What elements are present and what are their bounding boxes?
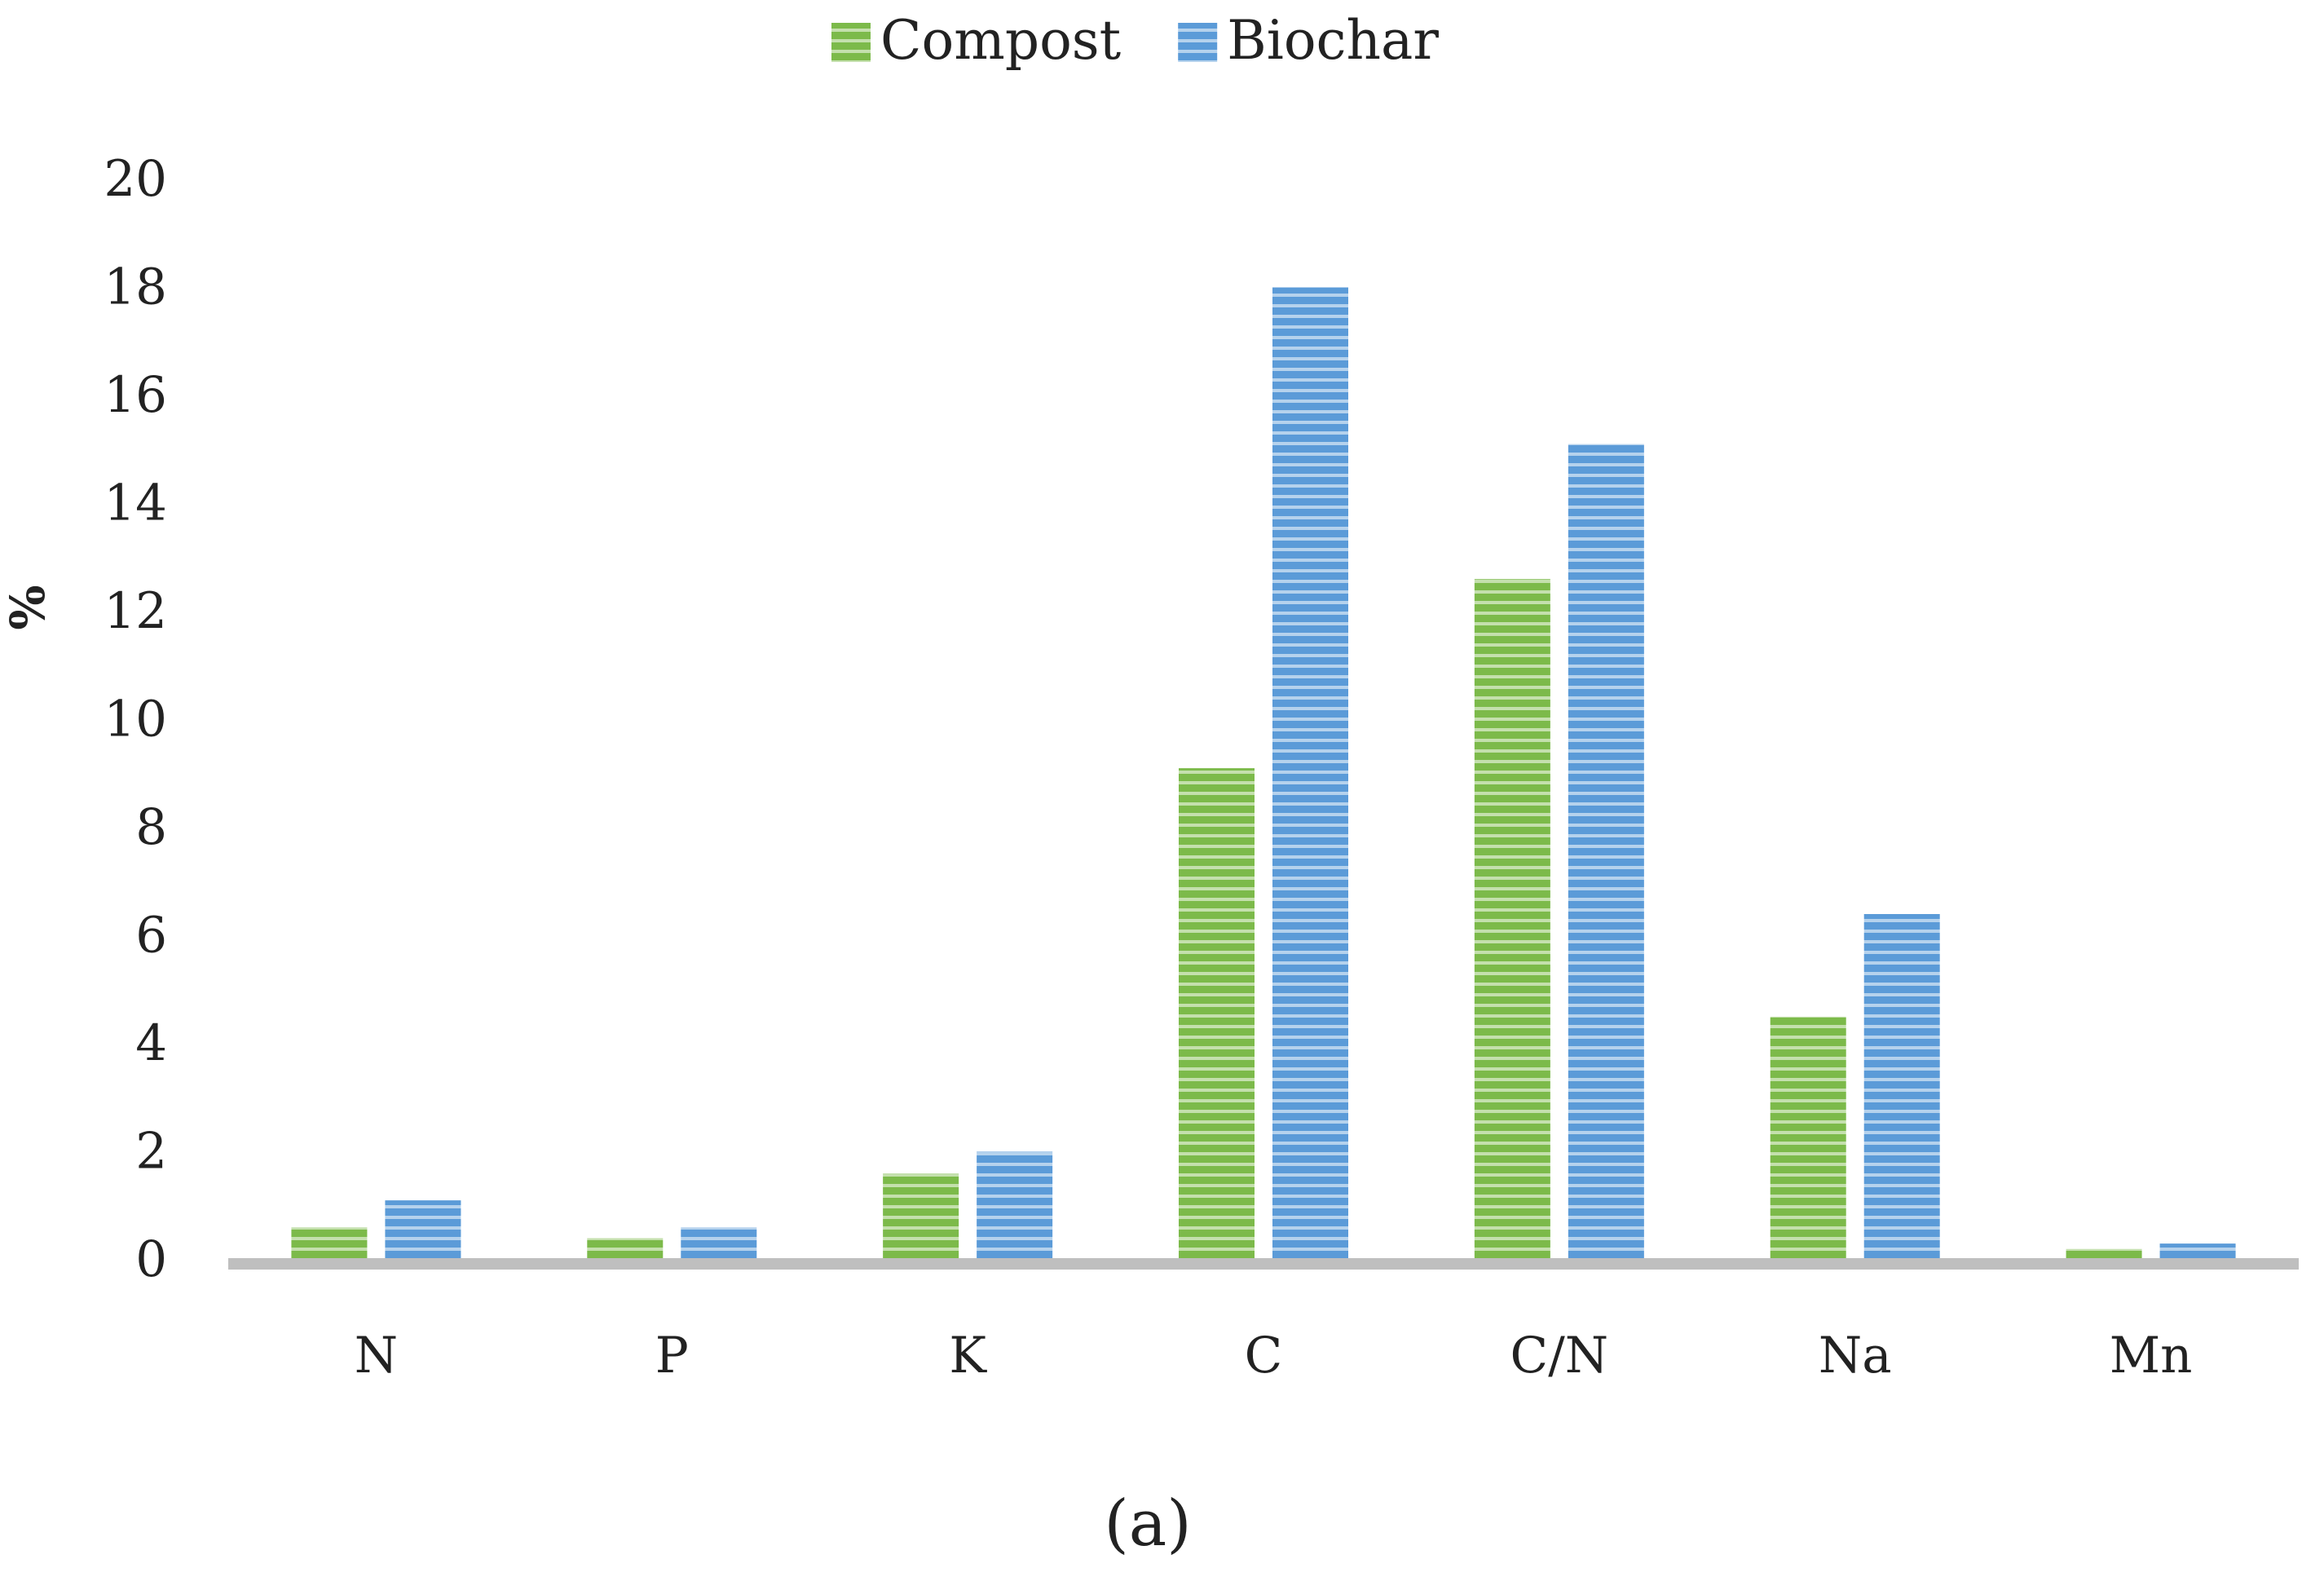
figure-caption: (a): [1104, 1487, 1191, 1561]
x-tick-label: K: [949, 1327, 987, 1385]
x-axis-line: [228, 1258, 2299, 1270]
y-tick-label: 6: [135, 907, 167, 965]
x-tick-label: Mn: [2110, 1327, 2193, 1385]
bar-biochar-n: [385, 1200, 461, 1260]
y-axis-ticks: 0 2 4 6 8 10 12 14 16 18 20: [104, 150, 167, 1288]
bar-compost-na: [1770, 1016, 1846, 1260]
bar-compost-n: [291, 1227, 368, 1260]
y-tick-label: 10: [104, 691, 167, 749]
legend-swatch-compost: [831, 23, 871, 62]
bar-compost-p: [587, 1238, 664, 1260]
bar-compost-k: [883, 1173, 959, 1260]
y-tick-label: 14: [104, 475, 167, 532]
y-tick-label: 12: [104, 582, 167, 640]
bars: [291, 287, 2236, 1260]
bar-compost-c: [1179, 768, 1255, 1260]
y-tick-label: 20: [104, 150, 167, 208]
bar-biochar-na: [1863, 914, 1940, 1260]
legend-label-compost: Compost: [880, 9, 1121, 72]
y-tick-label: 4: [135, 1014, 167, 1072]
bar-compost-c-n: [1474, 579, 1550, 1260]
x-tick-label: Na: [1819, 1327, 1892, 1385]
y-tick-label: 0: [135, 1230, 167, 1288]
y-tick-label: 18: [104, 258, 167, 316]
y-tick-label: 16: [104, 366, 167, 424]
y-axis-title: %: [0, 585, 55, 629]
bar-biochar-p: [681, 1227, 757, 1260]
legend: Compost Biochar: [831, 9, 1439, 72]
bar-compost-mn: [2066, 1248, 2142, 1260]
x-tick-label: N: [355, 1327, 398, 1385]
bar-biochar-c-n: [1568, 444, 1644, 1260]
bar-biochar-mn: [2159, 1243, 2236, 1260]
bar-biochar-k: [977, 1151, 1053, 1260]
bar-biochar-c: [1272, 287, 1348, 1260]
legend-label-biochar: Biochar: [1227, 9, 1439, 72]
x-axis-ticks: N P K C C/N Na Mn: [355, 1327, 2193, 1385]
y-tick-label: 2: [135, 1123, 167, 1181]
x-tick-label: C: [1245, 1327, 1283, 1385]
x-tick-label: C/N: [1510, 1327, 1609, 1385]
x-tick-label: P: [655, 1327, 689, 1385]
legend-swatch-biochar: [1178, 23, 1218, 62]
y-tick-label: 8: [135, 798, 167, 856]
